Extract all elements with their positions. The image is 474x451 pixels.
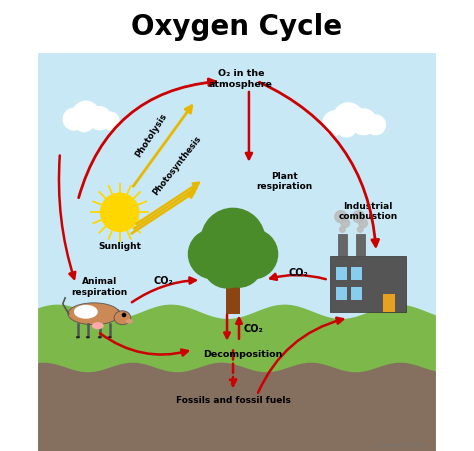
Circle shape (228, 230, 278, 279)
Circle shape (101, 113, 119, 130)
Circle shape (353, 211, 365, 223)
Circle shape (189, 230, 238, 279)
Ellipse shape (108, 336, 112, 339)
Text: Fossils and fossil fuels: Fossils and fossil fuels (175, 395, 291, 404)
Circle shape (73, 102, 100, 129)
Ellipse shape (76, 336, 80, 339)
FancyBboxPatch shape (330, 257, 406, 312)
Ellipse shape (115, 310, 119, 313)
Text: CO₂: CO₂ (154, 276, 173, 285)
Text: Decomposition: Decomposition (203, 349, 283, 358)
Text: Animal
respiration: Animal respiration (72, 277, 128, 296)
Circle shape (333, 104, 364, 134)
Ellipse shape (86, 336, 90, 339)
Circle shape (340, 227, 345, 233)
FancyBboxPatch shape (38, 54, 436, 451)
FancyBboxPatch shape (351, 267, 362, 281)
Ellipse shape (98, 336, 102, 339)
Circle shape (336, 117, 357, 138)
FancyBboxPatch shape (337, 235, 347, 257)
Text: Oxygen Cycle: Oxygen Cycle (131, 13, 343, 41)
Text: CO₂: CO₂ (243, 323, 263, 333)
Circle shape (75, 114, 93, 133)
Circle shape (366, 116, 385, 135)
FancyBboxPatch shape (226, 274, 240, 314)
Ellipse shape (92, 322, 104, 330)
Circle shape (335, 211, 347, 223)
Text: O₂ in the
atmosphere: O₂ in the atmosphere (209, 69, 273, 88)
Ellipse shape (114, 311, 131, 325)
FancyBboxPatch shape (336, 287, 347, 300)
Text: Industrial
combustion: Industrial combustion (338, 202, 398, 221)
Circle shape (203, 241, 251, 288)
FancyBboxPatch shape (336, 267, 347, 281)
FancyBboxPatch shape (351, 287, 362, 300)
Circle shape (357, 227, 363, 233)
Text: ScienceFacts.net: ScienceFacts.net (375, 442, 428, 447)
Circle shape (351, 110, 376, 135)
Text: Sunlight: Sunlight (98, 241, 141, 250)
Text: CO₂: CO₂ (289, 267, 309, 277)
Polygon shape (38, 363, 436, 451)
Circle shape (122, 314, 126, 317)
Text: Plant
respiration: Plant respiration (256, 171, 313, 191)
Text: Photosynthesis: Photosynthesis (151, 134, 203, 197)
Circle shape (341, 219, 349, 228)
Circle shape (100, 194, 139, 232)
Circle shape (216, 241, 262, 287)
FancyBboxPatch shape (383, 294, 395, 312)
Circle shape (201, 209, 265, 272)
Ellipse shape (126, 319, 133, 324)
Text: Photolysis: Photolysis (134, 112, 169, 159)
Polygon shape (38, 305, 436, 451)
Circle shape (323, 111, 347, 136)
Ellipse shape (68, 303, 119, 325)
Ellipse shape (74, 305, 98, 319)
Circle shape (63, 109, 85, 131)
Circle shape (359, 219, 367, 228)
Circle shape (88, 107, 111, 130)
FancyBboxPatch shape (356, 235, 365, 257)
